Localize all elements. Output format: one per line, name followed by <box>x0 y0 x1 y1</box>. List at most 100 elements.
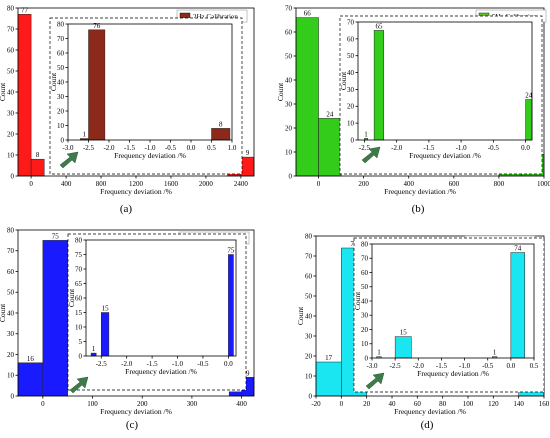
panel-a-bar-label-0: 77 <box>21 6 29 14</box>
panel-d-ytick-label-2: 20 <box>305 352 313 360</box>
panel-d-inset-ytick-label-7: 70 <box>361 255 369 263</box>
panel-d-inset-xtick-label-0: -3.0 <box>366 362 378 370</box>
panel-c-xtick-label-1: 100 <box>87 400 98 408</box>
panel-b-inset-ytick-label-4: 40 <box>347 69 355 77</box>
panel-d-xtick-label-5: 80 <box>439 400 447 408</box>
panel-d-inset-ytick-label-0: 0 <box>365 354 369 362</box>
panel-d-inset-ytick-label-6: 60 <box>361 269 369 277</box>
panel-b-inset-xtick-label-4: -0.5 <box>488 144 500 152</box>
panel-c-bar-label-0: 16 <box>27 355 35 363</box>
panel-c-inset-ytick-label-4: 60 <box>75 294 83 302</box>
panel-b-ytick-label-1: 10 <box>285 148 293 156</box>
panel-d-bar-0 <box>315 361 342 397</box>
panel-d-ytick-label-4: 40 <box>305 312 313 320</box>
panel-b-bar-0 <box>295 17 319 177</box>
panel-a-inset-bar-label-1: 76 <box>93 22 101 30</box>
panel-b-inset-bar-label-0: 1 <box>364 130 368 138</box>
panel-a-inset-ytick-label-8: 80 <box>57 20 65 28</box>
panel-a-ytick-label-6: 60 <box>7 46 15 54</box>
panel-a-inset-ytick-label-7: 70 <box>57 35 65 43</box>
panel-a-inset-xtick-label-1: -2.5 <box>83 144 95 152</box>
panel-b-xtick-label-1: 200 <box>358 180 369 188</box>
panel-b-inset-ytick-label-2: 20 <box>347 103 355 111</box>
panel-b-xlabel: Frequency deviation /% <box>384 187 456 196</box>
panel-d-inset-bar-3 <box>510 252 525 359</box>
panel-b-xtick-label-0: 0 <box>317 180 321 188</box>
panel-b-chart: 66242902004006008001000010203040506070Fr… <box>276 4 550 215</box>
panel-d-xtick-label-3: 40 <box>389 400 397 408</box>
panel-c-inset-frame <box>67 233 247 391</box>
panel-c-inset-ytick-label-3: 15 <box>75 309 83 317</box>
panel-c-inset-ytick-label-5: 65 <box>75 280 83 288</box>
panel-a-ytick-label-4: 40 <box>7 88 15 96</box>
panel-a-xtick-label-5: 2000 <box>199 180 214 188</box>
panel-c-xtick-label-0: 0 <box>41 400 45 408</box>
panel-c-inset-bar-label-0: 1 <box>92 345 96 353</box>
panel-a-xtick-label-4: 1600 <box>164 180 179 188</box>
panel-a-inset-xtick-label-3: -1.5 <box>124 144 136 152</box>
panel-b-ytick-label-7: 70 <box>285 4 293 12</box>
panel-c-inset-xtick-label-0: -2.5 <box>96 360 108 368</box>
panel-d-xtick-label-6: 100 <box>463 400 474 408</box>
panel-a-ytick-label-0: 0 <box>11 172 15 180</box>
panel-c-chart: 167529010020030040001020304050607080Freq… <box>0 226 255 431</box>
panel-a-ylabel: Count <box>0 82 7 101</box>
panel-b-inset-xtick-label-1: -2.0 <box>391 144 403 152</box>
panel-a-inset-ytick-label-0: 0 <box>61 136 65 144</box>
panel-b-xtick-label-5: 1000 <box>537 180 550 188</box>
panel-c-ylabel: Count <box>0 303 7 322</box>
panel-c-inset-bar-0 <box>90 352 97 357</box>
panel-b-ylabel: Count <box>276 82 285 101</box>
panel-d-ytick-label-0: 0 <box>309 392 313 400</box>
panel-c-inset-xtick-label-4: -0.5 <box>197 360 209 368</box>
panel-d-xtick-label-9: 160 <box>539 400 550 408</box>
panel-d-inset-xtick-label-3: -1.5 <box>436 362 448 370</box>
panel-a-inset-ytick-label-4: 40 <box>57 78 65 86</box>
panel-b-ytick-label-0: 0 <box>289 172 293 180</box>
panel-c-ytick-label-8: 80 <box>7 226 15 234</box>
panel-c-xtick-label-3: 300 <box>187 400 198 408</box>
panel-c-bar-1 <box>42 240 68 397</box>
panel-a-inset-xtick-label-7: 0.5 <box>207 144 216 152</box>
panel-b-panel-label: (b) <box>412 203 425 215</box>
panel-d-xlabel: Frequency deviation /% <box>394 407 466 416</box>
panel-c-ytick-label-4: 40 <box>7 309 15 317</box>
panel-d-inset-xtick-label-5: -0.5 <box>482 362 494 370</box>
panel-c-bar-2 <box>228 391 242 397</box>
panel-a-inset-xtick-label-5: -0.5 <box>165 144 177 152</box>
panel-c-inset-ytick-label-6: 70 <box>75 265 83 273</box>
panel-a-inset-xtick-label-6: 0.0 <box>187 144 196 152</box>
panel-b-inset-ytick-label-1: 10 <box>347 120 355 128</box>
panel-a-inset-ytick-label-1: 10 <box>57 122 65 130</box>
panel-a-ytick-label-1: 10 <box>7 151 15 159</box>
panel-a-legend-label: 2Hz Calibration <box>193 13 238 21</box>
panel-a-inset-xtick-label-8: 1.0 <box>228 144 237 152</box>
panel-a-xtick-label-1: 400 <box>61 180 72 188</box>
panel-b-ytick-label-6: 60 <box>285 28 293 36</box>
panel-c-ytick-label-2: 20 <box>7 351 15 359</box>
panel-c-inset-xtick-label-2: -1.5 <box>147 360 159 368</box>
panel-c-inset-ytick-label-1: 5 <box>79 338 83 346</box>
panel-a-xlabel: Frequency deviation /% <box>100 187 172 196</box>
panel-d-xtick-label-8: 140 <box>513 400 524 408</box>
panel-d-ytick-label-1: 10 <box>305 372 313 380</box>
panel-a-ytick-label-2: 20 <box>7 130 15 138</box>
panel-d-inset-bar-label-3: 74 <box>514 245 522 253</box>
panel-d-inset-ytick-label-2: 20 <box>361 326 369 334</box>
panel-c-bar-0 <box>17 362 44 397</box>
panel-c-inset-ytick-label-0: 0 <box>79 352 83 360</box>
panel-c-xtick-label-2: 200 <box>137 400 148 408</box>
panel-a-bar-label-1: 8 <box>36 151 40 159</box>
panel-b-inset-xlabel: Frequency deviation /% <box>409 151 481 160</box>
panel-a-inset-ytick-label-5: 50 <box>57 64 65 72</box>
panel-a-inset-xtick-label-4: -1.0 <box>144 144 156 152</box>
panel-b-inset-bar-label-1: 65 <box>375 22 383 30</box>
panel-a-zoom-arrow <box>59 151 79 169</box>
panel-c-inset-ylabel: Count <box>67 288 76 307</box>
panel-d-inset-xtick-label-4: -1.0 <box>459 362 471 370</box>
panel-d-inset-ytick-label-1: 10 <box>361 340 369 348</box>
panel-b-inset-bar-label-2: 24 <box>525 92 533 100</box>
panel-c-inset-bar-label-2: 75 <box>227 247 235 255</box>
panel-d-inset-ytick-label-4: 40 <box>361 297 369 305</box>
